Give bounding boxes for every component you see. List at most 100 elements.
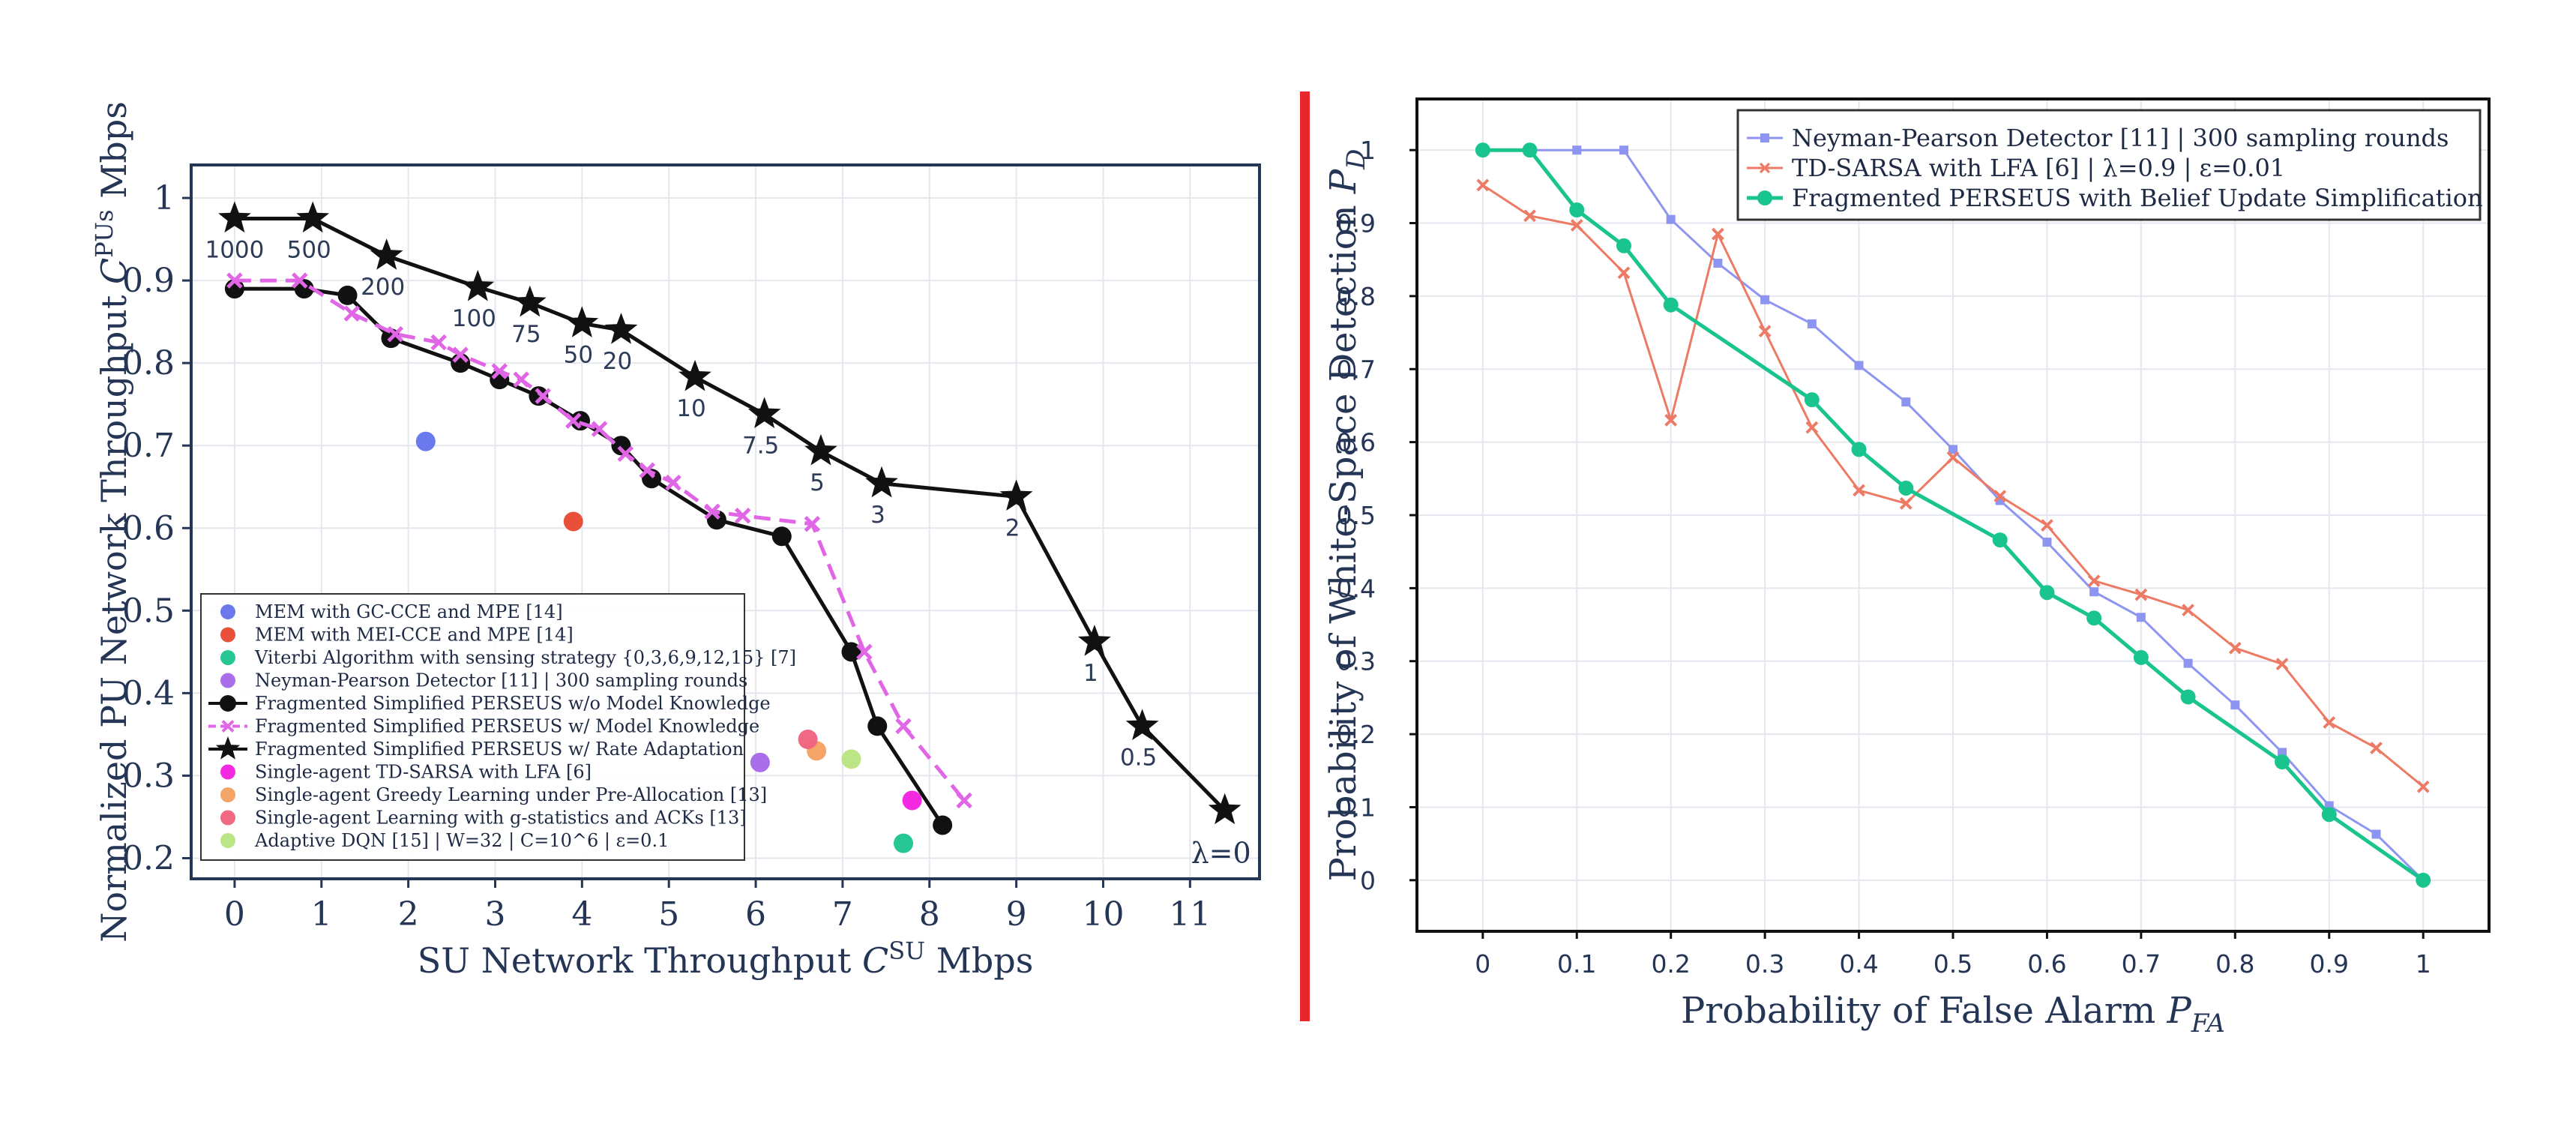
point-label: 1000	[205, 237, 264, 264]
data-point-star	[678, 359, 711, 391]
data-point-circle	[2180, 689, 2196, 705]
x-tick-label: 11	[1169, 895, 1211, 934]
x-tick-label: 0.2	[1651, 949, 1690, 979]
data-point-x	[491, 363, 508, 379]
legend-label: Adaptive DQN [15] | W=32 | C=10^6 | ε=0.…	[254, 830, 669, 852]
x-tick-label: 4	[571, 895, 592, 934]
data-point-dot	[798, 730, 818, 750]
point-label: 50	[564, 341, 593, 368]
legend-label: Single-agent Greedy Learning under Pre-A…	[255, 784, 767, 805]
x-tick-label: 0	[224, 895, 245, 934]
data-point-star	[218, 201, 251, 233]
legend-label: MEM with GC-CCE and MPE [14]	[255, 601, 563, 622]
data-point-square	[1666, 214, 1676, 224]
legend-label: MEM with MEI-CCE and MPE [14]	[255, 625, 574, 646]
data-point-x	[1853, 484, 1865, 497]
data-point-x	[2275, 658, 2289, 670]
x-tick-label: 10	[1082, 895, 1124, 934]
legend-box	[1736, 109, 2482, 221]
data-point-circle	[706, 510, 726, 530]
x-tick-label: 8	[919, 895, 940, 934]
data-point-x	[956, 792, 972, 809]
data-point-square	[1807, 319, 1817, 328]
series-9	[798, 730, 818, 750]
data-point-star	[1208, 793, 1242, 825]
data-point-x	[292, 272, 308, 289]
data-point-x	[513, 371, 529, 388]
legend-marker	[220, 810, 235, 826]
data-point-x	[226, 272, 243, 289]
data-point-x	[1476, 178, 1490, 192]
data-point-circle	[2086, 610, 2102, 626]
x-axis-label: SU Network Throughput CSU Mbps	[418, 937, 1034, 981]
data-point-dot	[415, 431, 436, 451]
data-point-circle	[1898, 480, 1914, 496]
data-point-x	[1805, 421, 1819, 434]
data-point-square	[1948, 445, 1957, 454]
data-point-x	[895, 718, 912, 735]
data-point-circle	[1569, 202, 1585, 217]
legend-label: TD-SARSA with LFA [6] | λ=0.9 | ε=0.01	[1792, 154, 2285, 182]
point-label: λ=0	[1191, 837, 1251, 870]
point-label: 20	[603, 348, 632, 375]
x-tick-label: 1	[311, 895, 332, 934]
legend-label: Viterbi Algorithm with sensing strategy …	[254, 647, 796, 668]
legend-marker	[220, 627, 235, 643]
y-axis-label: Normalized PU Network Throughput CPUs Mb…	[90, 101, 134, 943]
legend-marker	[220, 695, 236, 712]
data-point-square	[2230, 700, 2240, 710]
legend-marker	[221, 720, 235, 733]
data-point-x	[665, 474, 681, 491]
data-point-dot	[902, 790, 922, 811]
point-label: 75	[511, 321, 541, 348]
y-tick-label: 0.9	[122, 262, 175, 300]
data-point-x	[1570, 219, 1583, 232]
data-point-x	[2323, 716, 2336, 729]
data-point-x	[343, 305, 361, 322]
data-point-x	[1993, 490, 2007, 503]
data-point-square	[2042, 538, 2052, 547]
point-label: 500	[287, 237, 331, 264]
data-point-circle	[2321, 807, 2337, 823]
data-point-circle	[1992, 532, 2008, 548]
data-point-circle	[2039, 585, 2055, 601]
legend-marker	[1759, 162, 1771, 174]
data-point-x	[804, 516, 821, 532]
data-point-dot	[841, 749, 861, 769]
y-tick-label: 0.3	[1337, 647, 1376, 676]
legend-marker	[220, 833, 235, 848]
x-tick-label: 0.7	[2122, 949, 2161, 979]
legend-label: Single-agent TD-SARSA with LFA [6]	[255, 762, 592, 783]
data-point-x	[617, 445, 634, 462]
data-point-star	[1078, 625, 1111, 656]
data-point-x	[704, 503, 720, 520]
y-tick-label: 0	[1360, 866, 1376, 895]
y-tick-label: 0.1	[1337, 793, 1376, 822]
x-tick-label: 0.3	[1745, 949, 1784, 979]
series-line	[1482, 148, 2425, 882]
point-label: 100	[452, 305, 496, 332]
y-axis-label: Probability of White-Space Detection PD	[1322, 149, 1371, 882]
data-point-dot	[894, 833, 913, 853]
legend-box	[200, 593, 745, 861]
data-point-dot	[563, 511, 583, 532]
y-tick-label: 0.9	[1337, 209, 1376, 238]
data-point-star	[999, 479, 1033, 511]
data-point-circle	[2133, 649, 2149, 665]
series-4	[563, 511, 583, 532]
data-point-circle	[867, 716, 888, 736]
y-tick-label: 0.6	[1337, 428, 1376, 457]
data-point-circle	[841, 642, 861, 662]
x-tick-label: 0.6	[2027, 949, 2066, 979]
y-tick-label: 0.5	[1337, 501, 1376, 530]
legend-label: Fragmented PERSEUS with Belief Update Si…	[1792, 184, 2483, 212]
y-tick-label: 0.6	[122, 509, 175, 547]
x-tick-label: 7	[832, 895, 853, 934]
data-point-star	[370, 238, 403, 270]
legend-label: Neyman-Pearson Detector [11] | 300 sampl…	[255, 670, 747, 692]
x-tick-label: 1	[2416, 949, 2431, 979]
data-point-x	[856, 643, 873, 661]
data-point-square	[1572, 145, 1582, 155]
y-tick-label: 0.2	[1337, 720, 1376, 749]
x-tick-label: 9	[1006, 895, 1027, 934]
